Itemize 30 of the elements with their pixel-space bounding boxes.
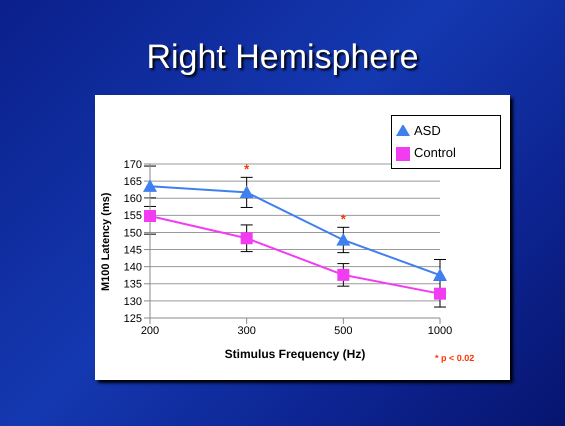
y-tick-label: 130	[124, 296, 142, 308]
y-tick-label: 140	[124, 262, 142, 274]
point	[337, 268, 350, 281]
point	[144, 210, 156, 222]
point	[240, 232, 253, 244]
point	[240, 185, 254, 198]
chart-title: Right Hemisphere	[145, 38, 420, 77]
y-tick-label: 165	[124, 176, 142, 188]
point	[336, 232, 350, 246]
y-tick-label: 160	[124, 193, 142, 206]
x-tick-label: 500	[334, 324, 353, 337]
point	[143, 179, 157, 192]
y-tick-label: 145	[124, 244, 142, 256]
annotation: *	[340, 211, 347, 226]
x-tick-label: 1000	[428, 324, 452, 337]
y-axis-title: M100 Latency (ms)	[100, 192, 112, 291]
y-tick-label: 170	[124, 158, 142, 171]
x-tick-label: 300	[237, 324, 256, 337]
y-tick-label: 125	[124, 312, 142, 325]
text: * p < 0.02	[435, 353, 474, 363]
annotation: *	[244, 161, 250, 176]
x-axis-title: Stimulus Frequency (Hz)	[224, 347, 366, 361]
point	[433, 268, 447, 281]
x-tick-label: 200	[140, 324, 160, 337]
y-tick-label: 135	[124, 278, 142, 291]
y-tick-label: 155	[124, 210, 142, 222]
point	[434, 288, 446, 300]
legend-label: ASD	[414, 123, 441, 138]
legend-label: Control	[414, 145, 456, 160]
y-tick-label: 150	[124, 227, 142, 240]
